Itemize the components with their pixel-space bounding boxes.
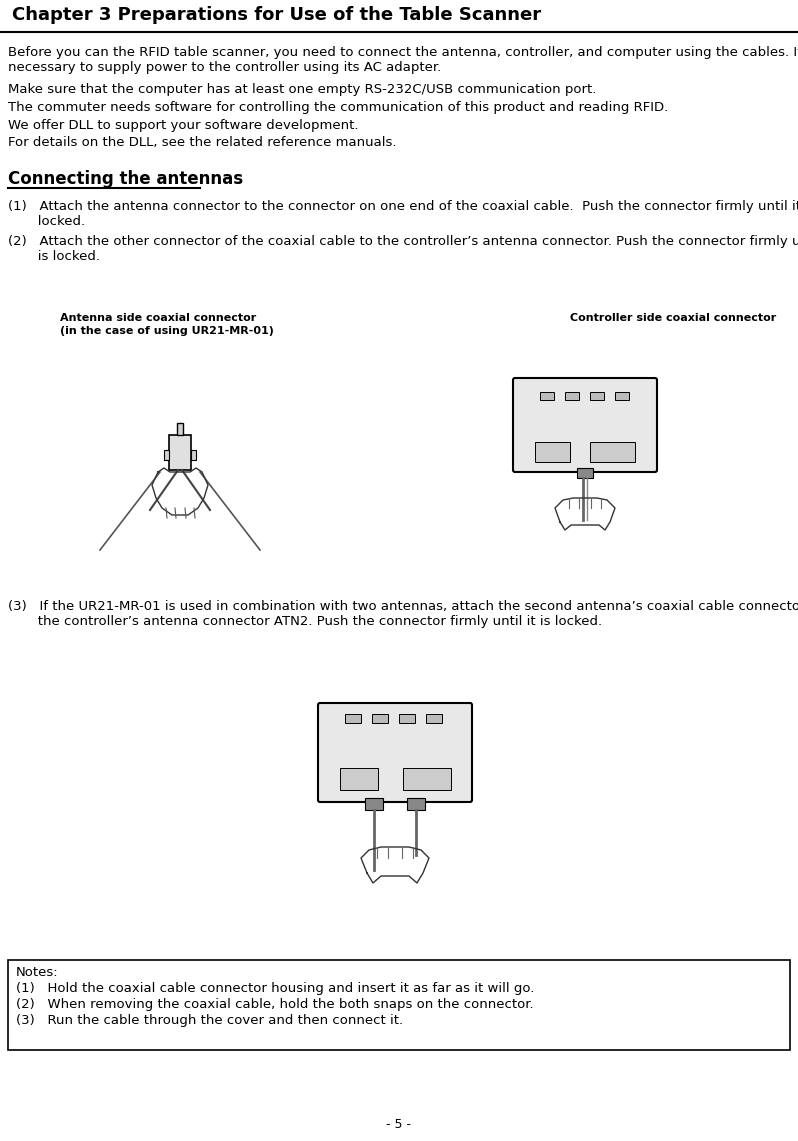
Bar [345, 714, 361, 723]
Bar [426, 714, 442, 723]
Bar [169, 435, 191, 470]
Text: (3)   If the UR21-MR-01 is used in combination with two antennas, attach the sec: (3) If the UR21-MR-01 is used in combina… [8, 600, 798, 613]
Text: Antenna side coaxial connector: Antenna side coaxial connector [60, 313, 256, 323]
Text: (2)   When removing the coaxial cable, hold the both snaps on the connector.: (2) When removing the coaxial cable, hol… [16, 998, 534, 1011]
Bar [407, 798, 425, 810]
Text: - 5 -: - 5 - [386, 1118, 412, 1131]
Text: locked.: locked. [8, 215, 85, 228]
Bar [230, 632, 560, 932]
Bar [577, 468, 593, 478]
FancyBboxPatch shape [513, 378, 657, 472]
Text: (in the case of using UR21-MR-01): (in the case of using UR21-MR-01) [60, 326, 274, 335]
Bar [177, 423, 183, 435]
Text: (1)   Hold the coaxial cable connector housing and insert it as far as it will g: (1) Hold the coaxial cable connector hou… [16, 982, 535, 995]
Bar [8, 960, 790, 1050]
Text: necessary to supply power to the controller using its AC adapter.: necessary to supply power to the control… [8, 60, 441, 74]
Text: is locked.: is locked. [8, 250, 100, 262]
Bar [535, 442, 570, 462]
FancyBboxPatch shape [318, 703, 472, 802]
Bar [565, 393, 579, 400]
Bar [372, 714, 388, 723]
Text: (3)   Run the cable through the cover and then connect it.: (3) Run the cable through the cover and … [16, 1014, 403, 1027]
Text: Chapter 3 Preparations for Use of the Table Scanner: Chapter 3 Preparations for Use of the Ta… [12, 6, 541, 24]
Text: Controller side coaxial connector: Controller side coaxial connector [570, 313, 776, 323]
Text: The commuter needs software for controlling the communication of this product an: The commuter needs software for controll… [8, 102, 668, 114]
Bar [191, 450, 196, 460]
Text: Make sure that the computer has at least one empty RS-232C/USB communication por: Make sure that the computer has at least… [8, 83, 596, 96]
Bar [164, 450, 169, 460]
Text: (1)   Attach the antenna connector to the connector on one end of the coaxial ca: (1) Attach the antenna connector to the … [8, 200, 798, 213]
Text: the controller’s antenna connector ATN2. Push the connector firmly until it is l: the controller’s antenna connector ATN2.… [8, 615, 602, 628]
Bar [590, 442, 635, 462]
Bar [15, 335, 345, 585]
Text: For details on the DLL, see the related reference manuals.: For details on the DLL, see the related … [8, 136, 397, 149]
Bar [340, 768, 378, 790]
Bar [399, 714, 415, 723]
Bar [615, 393, 629, 400]
Bar [403, 768, 451, 790]
Text: Before you can the RFID table scanner, you need to connect the antenna, controll: Before you can the RFID table scanner, y… [8, 46, 798, 59]
Bar [0, 0, 798, 32]
Text: Connecting the antennas: Connecting the antennas [8, 170, 243, 188]
Bar [590, 393, 604, 400]
Bar [400, 335, 770, 585]
Text: Notes:: Notes: [16, 966, 58, 979]
Bar [540, 393, 554, 400]
Text: (2)   Attach the other connector of the coaxial cable to the controller’s antenn: (2) Attach the other connector of the co… [8, 235, 798, 248]
Text: We offer DLL to support your software development.: We offer DLL to support your software de… [8, 119, 358, 132]
Bar [365, 798, 383, 810]
